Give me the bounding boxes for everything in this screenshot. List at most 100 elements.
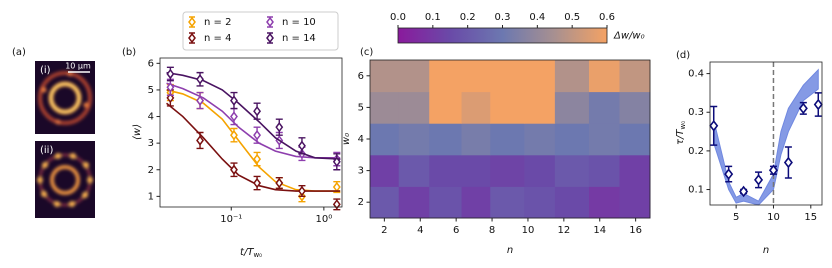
y-tick-label: 0.4 [688,69,704,80]
heatmap-cell [524,91,556,124]
marker [739,185,749,198]
heatmap-cell [461,123,491,156]
heatmap-cell [554,186,590,219]
x-axis-label-main: t/T [240,247,254,258]
y-axis-label-main: ⟨w⟩ [132,124,143,140]
heatmap-cell [490,60,525,93]
panel-label: (a) [12,47,26,58]
marker [332,156,341,168]
heatmap-cell [588,123,620,156]
heatmap-cell [588,60,620,93]
heatmap-cell [429,123,463,156]
x-tick-label: 14 [593,225,606,236]
heatmap-cell [461,154,491,187]
colorbar-label: Δw/w₀ [613,31,645,42]
marker [230,164,238,175]
y-tick-label: 2 [148,165,154,176]
x-axis-label-main: n [763,245,769,256]
marker [230,129,238,141]
marker [709,119,719,132]
y-tick-label: 0.1 [688,185,704,196]
y-axis-label: ⟨w⟩ [132,124,143,140]
marker [230,95,238,106]
heatmap-cell [398,154,430,187]
fit-line [166,89,341,192]
marker [166,68,175,80]
x-tick-label: 10 [767,212,780,223]
x-tick-label: 10 [522,225,535,236]
x-tick-label: 2 [381,225,387,236]
x-axis-label: n [763,245,769,256]
y-tick-label: 1 [148,191,154,202]
heatmap-cell [619,154,651,187]
colorbar-tick-label: 0.6 [599,12,615,23]
image-i: (i) 10 μm [35,61,95,134]
colorbar-tick-label: 0.1 [425,12,441,23]
marker [783,156,793,169]
y-tick-label: 6 [358,71,364,82]
heatmap-cell [461,186,491,219]
x-tick-label: 15 [804,212,817,223]
heatmap-cell [619,91,651,124]
fit-line [166,82,341,159]
y-axis-label-main: w₀ [341,133,352,145]
marker [253,105,262,117]
marker [230,111,238,122]
heatmap-cell [588,91,620,124]
x-tick-label: 16 [629,225,642,236]
y-axis-label: w₀ [341,133,352,145]
heatmap-cell [490,186,525,219]
panel-label: (d) [676,50,690,61]
heatmap-cell [398,123,430,156]
heatmap-cell [524,154,556,187]
x-tick-label: 12 [557,225,570,236]
heatmap-cell [619,123,651,156]
heatmap-cell [429,154,463,187]
x-axis-label: t/Tw₀ [240,247,262,259]
marker [253,177,262,189]
legend-label: n = 14 [282,33,316,44]
y-tick-label: 0.3 [688,107,704,118]
heatmap-cell [524,123,556,156]
heatmap-cell [619,60,651,93]
heatmap-cell [370,186,400,219]
legend-label: n = 10 [282,17,316,28]
heatmap-cell [554,154,590,187]
y-tick-label: 3 [358,166,364,177]
x-tick-label: 10⁻¹ [220,214,242,225]
x-axis-label: n [507,245,513,256]
marker [332,199,341,210]
legend-marker [266,16,274,28]
legend-marker [188,16,196,28]
plot-frame [709,61,823,206]
marker [253,129,262,141]
colorbar [397,27,608,44]
heatmap-cell [461,91,491,124]
heatmap-cell [588,186,620,219]
marker [798,102,808,115]
heatmap-cell [524,186,556,219]
fit-line [166,71,341,160]
marker [768,164,778,177]
plot-frame [159,57,343,208]
legend-marker [266,32,274,44]
legend-marker [188,32,196,44]
marker [253,153,262,165]
heatmap-cell [370,123,400,156]
heatmap-cell [554,60,590,93]
heatmap-cell [370,154,400,187]
heatmap-cell [619,186,651,219]
inset-label: (ii) [40,145,53,156]
marker [298,140,306,152]
colorbar-tick-label: 0.0 [390,12,406,23]
heatmap-cell [398,91,430,124]
x-tick-label: 4 [417,225,423,236]
image-ii: (ii) [35,141,95,218]
heatmap-cell [370,91,400,124]
marker [275,177,284,189]
scale-bar-label: 10 μm [65,62,91,71]
x-axis-label-sub: w₀ [253,251,262,259]
y-tick-label: 5 [148,85,154,96]
y-tick-label: 4 [148,112,154,123]
